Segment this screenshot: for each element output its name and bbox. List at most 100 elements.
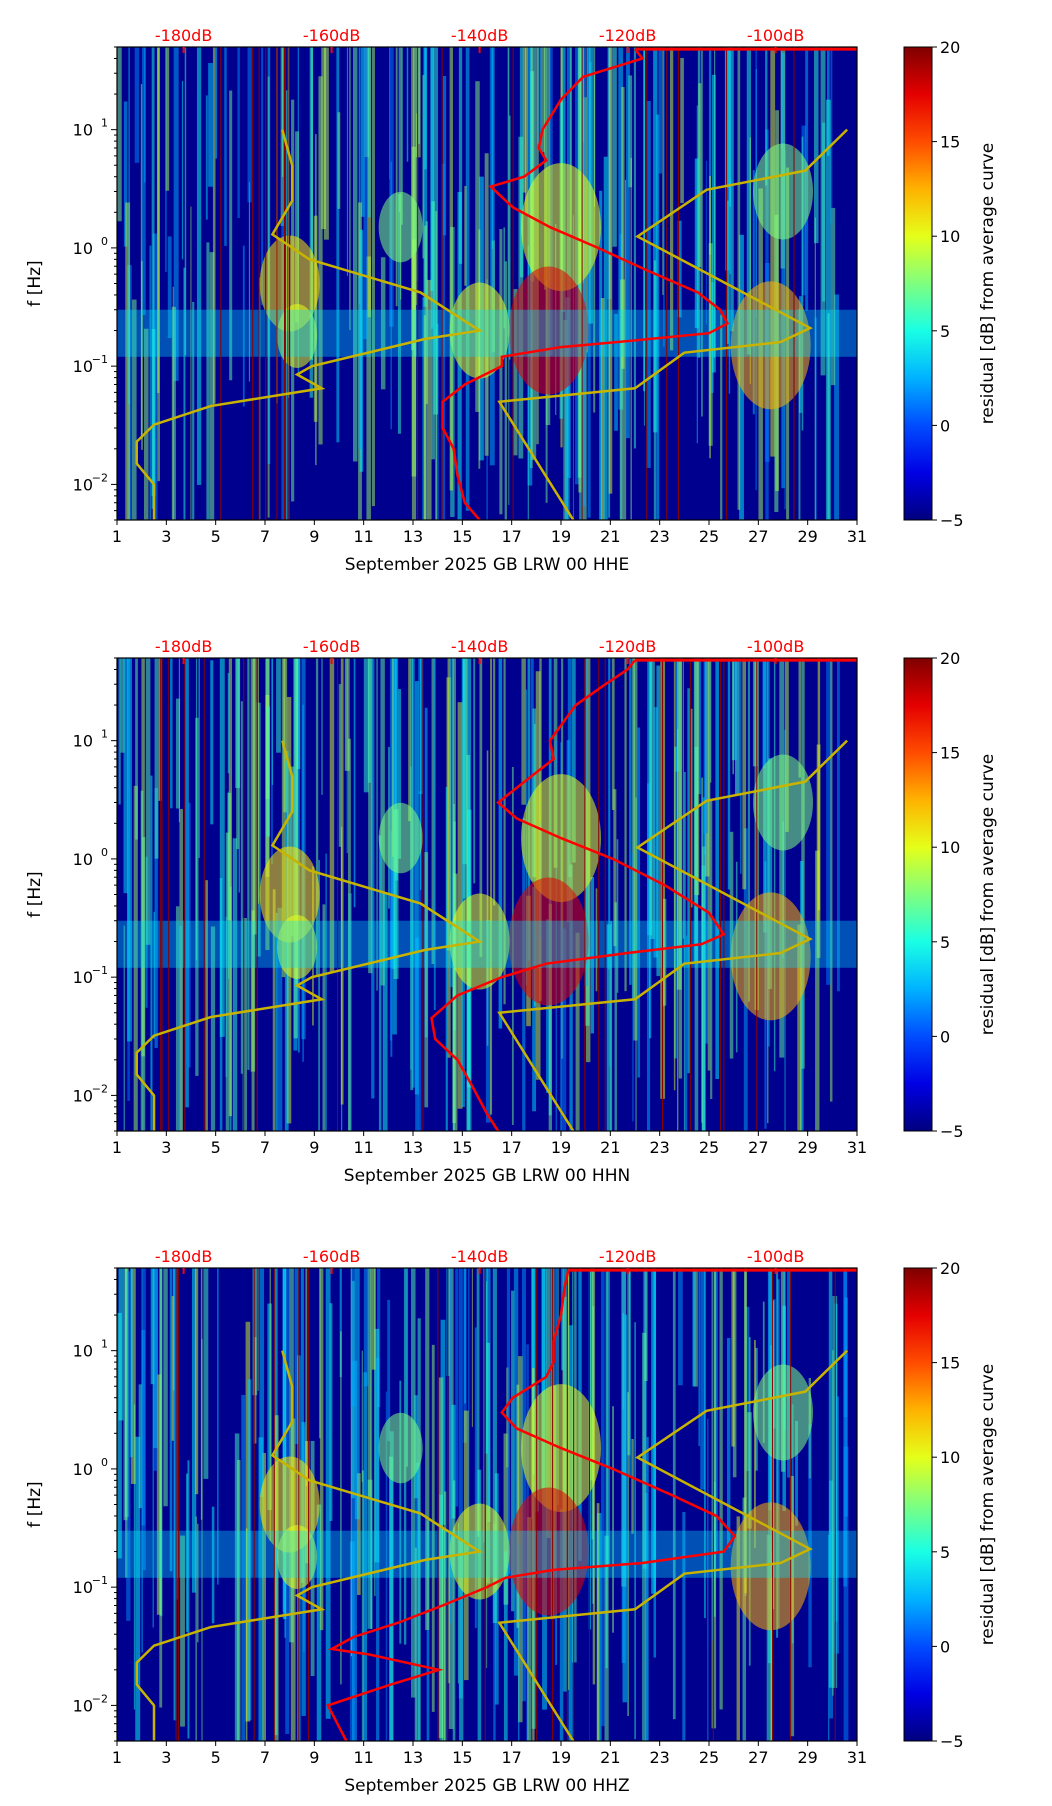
colorbar-tick-label: 10 [940,838,960,857]
x-tick-label: 15 [452,1748,472,1767]
y-tick-exponent: −1 [92,964,108,977]
spectral-streak [618,47,624,410]
spectral-streak [458,47,463,264]
nlnm-curve [135,1350,484,1741]
colorbar-tick-label: 20 [940,1259,960,1278]
spectral-streak [171,1296,175,1441]
spectral-streak [600,298,603,520]
spectral-streak [559,1508,564,1741]
spectral-streak [195,1516,197,1741]
db-tick-label: -140dB [451,637,508,656]
colorbar-tick-label: 10 [940,1448,960,1467]
median-psd-curve [326,1269,737,1741]
spectral-streak [425,1268,430,1631]
spectral-streak [710,799,713,1100]
spectral-streak [503,1433,509,1605]
spectral-streak [425,221,428,405]
spectral-streak [707,658,711,1071]
spectral-streak [521,658,526,805]
spectral-streak [464,1268,466,1404]
spectral-streak [680,57,684,203]
spectral-streak [180,1535,185,1727]
spectral-streak [135,658,138,840]
spectral-streak [815,850,820,1131]
spectral-streak [694,746,699,1131]
spectral-streak [546,919,550,1093]
spectral-streak [355,1268,360,1520]
spectral-streak [325,853,327,1131]
spectral-streak [447,1533,451,1684]
spectral-streak [151,328,156,496]
spectral-streak [711,74,716,373]
nhnm-curve [497,1349,849,1741]
spectral-streak [191,1268,197,1593]
spectral-streak [259,1268,265,1497]
x-tick-label: 15 [452,1138,472,1157]
spectral-streak [628,75,633,188]
spectral-streak [629,658,632,985]
spectral-streak [415,47,421,158]
y-tick-exponent: −2 [92,1082,108,1095]
spectral-streak [127,658,132,1042]
spectral-streak [141,260,143,450]
spectral-streak [275,912,278,1131]
spectral-streak [677,220,682,318]
y-tick-exponent: −1 [92,1574,108,1587]
x-tick-label: 9 [309,1138,319,1157]
spectral-streak [503,227,506,329]
spectral-streak [676,658,682,990]
x-tick-label: 19 [551,527,571,546]
spectral-streak [169,1268,173,1572]
spectrogram [117,1268,857,1741]
nlnm-curve [135,129,484,520]
spectral-streak [361,1350,363,1482]
energy-blob [277,303,318,368]
spectral-streak [371,47,375,507]
spectral-streak [370,1268,373,1629]
spectral-streak [465,47,470,511]
spectral-streak [195,717,199,1076]
y-tick-label: 10 [73,121,93,140]
microseism-band [117,1530,857,1578]
spectral-streak [548,903,552,1131]
spectral-streak [747,1412,752,1529]
x-tick-label: 1 [112,1748,122,1767]
spectral-streak [172,286,174,520]
spectral-streak [830,47,833,224]
spectral-streak [395,47,398,307]
spectral-streak [826,658,831,985]
spectral-streak [700,1268,706,1490]
spectral-streak [614,902,617,1131]
nhnm-curve [497,128,849,520]
spectral-streak [612,47,617,247]
spectral-streak [295,131,299,323]
spectral-streak [474,1327,477,1628]
spectral-streak [419,658,422,890]
spectral-streak [143,328,149,520]
spectral-streak [527,1517,532,1741]
y-axis-label: f [Hz] [25,1481,45,1527]
colorbar-tick-label: −5 [940,1122,964,1141]
spectral-streak [524,47,528,215]
spectral-streak [426,279,432,520]
spectral-streak [663,47,665,347]
spectral-streak [742,1497,747,1741]
spectral-streak [272,889,276,1131]
y-tick-exponent: 0 [101,846,108,859]
spectral-streak [175,906,180,1131]
spectral-streak [184,658,189,1108]
spectral-streak [245,1528,248,1741]
colorbar-tick-label: 0 [940,1637,950,1656]
spectral-streak [262,1452,266,1741]
x-tick-label: 31 [847,1748,867,1767]
db-tick-label: -160dB [303,26,360,45]
colorbar-tick-label: 15 [940,133,960,152]
spectral-streak [682,1511,686,1741]
x-tick-label: 27 [748,1748,768,1767]
spectral-streak [715,658,720,1079]
spectral-streak [653,47,658,433]
spectral-streak [310,47,314,360]
spectral-streak [423,315,427,520]
colorbar-tick-label: 5 [940,1543,950,1562]
